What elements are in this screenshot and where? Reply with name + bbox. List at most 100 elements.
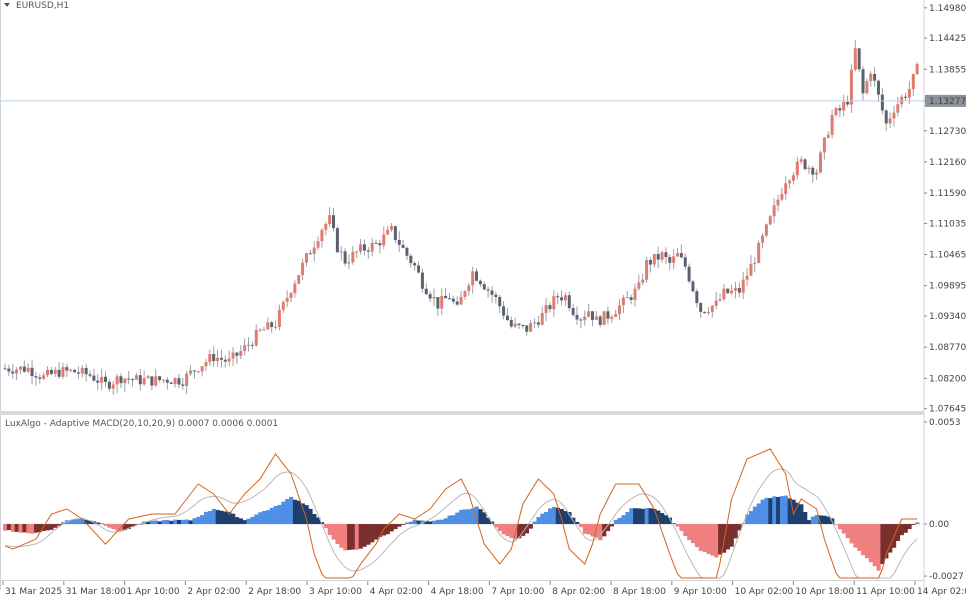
histogram-bar	[617, 517, 622, 525]
histogram-bar	[227, 511, 232, 525]
candle-body	[563, 295, 567, 301]
candle-body	[270, 322, 274, 328]
histogram-bar	[803, 512, 808, 525]
histogram-bar	[246, 518, 251, 525]
indicator-axis-ticks: 0.0053 0.00 -0.0027	[924, 418, 964, 582]
candle-body	[703, 311, 707, 313]
histogram-bar	[675, 524, 680, 527]
candle-body	[436, 297, 440, 309]
candle-body	[61, 367, 65, 377]
candle-body	[888, 118, 892, 124]
candle-body	[896, 104, 900, 113]
candle-body	[30, 367, 34, 377]
price-tick-label: 1.09895	[929, 282, 966, 292]
histogram-bar	[710, 524, 715, 556]
histogram-bar	[146, 521, 151, 525]
chevron-down-icon[interactable]	[4, 3, 10, 7]
candle-body	[285, 298, 289, 302]
candle-body	[463, 291, 467, 297]
time-tick-label: 7 Apr 10:00	[491, 587, 544, 597]
candle-body	[795, 161, 799, 176]
histogram-bar	[289, 496, 294, 525]
panel-separator[interactable]	[0, 411, 924, 415]
histogram-bar	[435, 519, 441, 525]
histogram-bar	[524, 524, 530, 534]
time-tick-label: 14 Apr 02:00	[917, 587, 966, 597]
histogram-bar	[115, 524, 120, 531]
histogram-bar	[872, 524, 877, 567]
histogram-bar	[544, 511, 549, 525]
histogram-bar	[416, 520, 421, 525]
histogram-bar	[362, 524, 367, 547]
price-tick-label: 1.09340	[929, 312, 966, 322]
time-tick-label: 2 Apr 18:00	[248, 587, 301, 597]
candle-body	[154, 376, 158, 386]
histogram-bar	[18, 524, 23, 533]
histogram-bar	[764, 497, 769, 525]
candle-body	[676, 253, 680, 257]
histogram-bar	[787, 498, 792, 525]
histogram-bar	[122, 524, 128, 531]
histogram-bar	[258, 512, 263, 525]
indicator-panel[interactable]: 0.0053 0.00 -0.0027 LuxAlgo - Adaptive MAC…	[0, 418, 964, 582]
price-grid	[0, 0, 925, 590]
candle-body	[714, 300, 718, 306]
candle-body	[96, 380, 100, 383]
candle-body	[447, 298, 451, 300]
candle-body	[192, 370, 196, 372]
time-tick-label: 31 Mar 18:00	[66, 587, 126, 597]
candle-body	[158, 376, 162, 381]
candle-body	[846, 101, 850, 105]
candle-body	[873, 73, 877, 81]
histogram-bar	[888, 524, 893, 553]
histogram-bar	[385, 524, 390, 535]
candle-body	[911, 73, 915, 90]
price-tick-label: 1.14980	[929, 4, 966, 14]
histogram-bar	[814, 515, 819, 525]
candle-body	[107, 381, 111, 389]
candle-body	[15, 369, 19, 374]
histogram-bar	[536, 517, 541, 525]
candle-body	[849, 69, 853, 105]
histogram-bar	[26, 524, 31, 534]
candle-body	[250, 344, 254, 346]
histogram-bar	[749, 511, 754, 525]
histogram-bar	[718, 524, 723, 555]
time-tick-label: 4 Apr 02:00	[370, 587, 423, 597]
histogram-bar	[273, 506, 278, 525]
histogram-bar	[621, 515, 626, 525]
histogram-bar	[567, 511, 572, 525]
histogram-bar	[296, 500, 301, 525]
histogram-bar	[609, 524, 615, 527]
candle-body	[316, 241, 320, 248]
candle-body	[165, 379, 169, 383]
histogram-bar	[737, 524, 742, 531]
histogram-bar	[640, 508, 645, 525]
histogram-bar	[729, 524, 734, 547]
histogram-bar	[37, 524, 43, 533]
candle-body	[65, 367, 69, 371]
candle-body	[683, 257, 687, 267]
histogram-bar	[509, 524, 514, 539]
histogram-bar	[687, 524, 692, 541]
candle-body	[451, 298, 455, 302]
histogram-bar	[211, 508, 216, 525]
candle-body	[281, 301, 285, 310]
symbol-label: EURUSD,H1	[16, 1, 69, 11]
histogram-bar	[903, 524, 908, 533]
candle-body	[478, 280, 482, 285]
time-tick-label: 31 Mar 2025	[5, 587, 62, 597]
histogram-bar	[350, 524, 356, 550]
histogram-bar	[733, 524, 738, 539]
candle-body	[826, 134, 830, 138]
histogram-bar	[408, 521, 414, 525]
histogram-bar	[884, 524, 889, 559]
histogram-bar	[304, 505, 309, 525]
histogram-bar	[242, 520, 247, 525]
histogram-bar	[849, 524, 854, 544]
candle-body	[830, 115, 834, 135]
histogram-bar	[33, 524, 39, 533]
histogram-bar	[551, 506, 557, 525]
candle-body	[857, 48, 861, 70]
price-panel[interactable]: 1.14980 1.14425 1.13855 1.13277 1.12730 1.121…	[0, 0, 966, 590]
